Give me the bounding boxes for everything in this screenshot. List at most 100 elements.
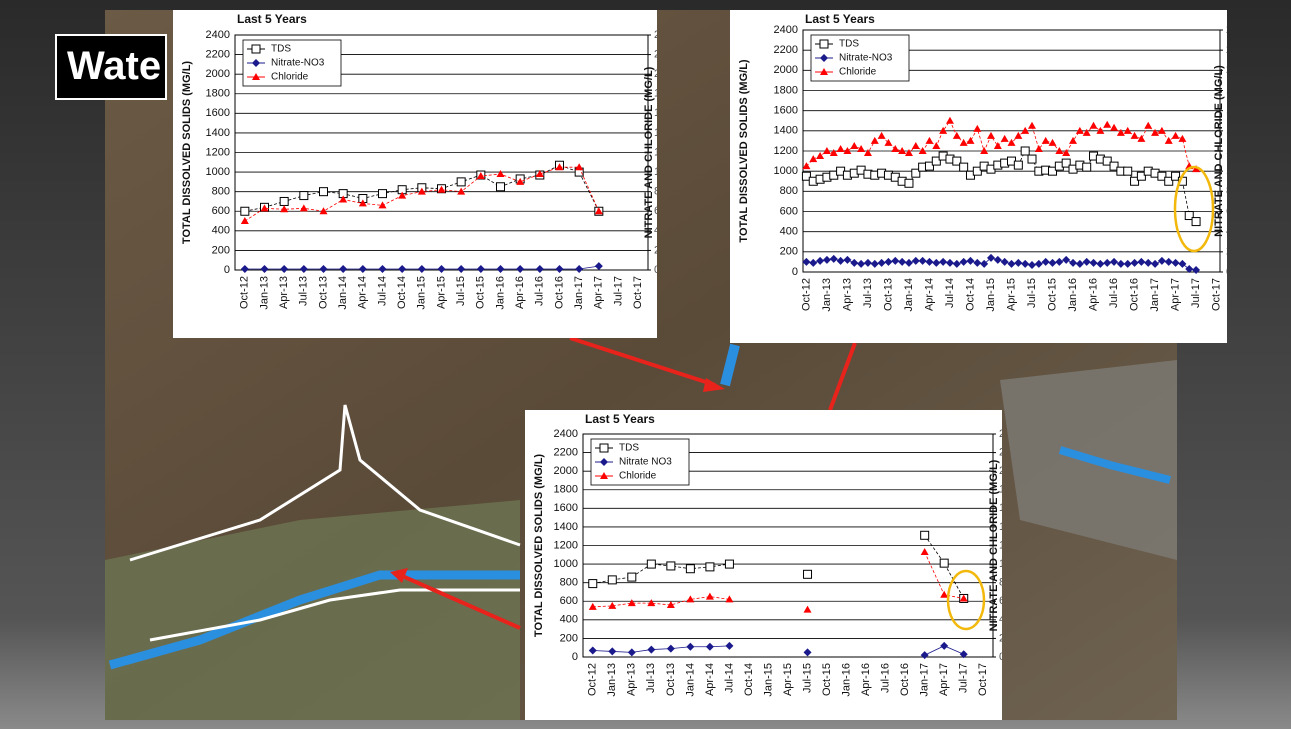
marker — [870, 136, 879, 144]
marker — [1103, 258, 1112, 267]
marker — [904, 149, 913, 157]
marker — [1061, 158, 1071, 168]
y-axis-label: TOTAL DISSOLVED SOLIDS (MG/L) — [181, 61, 193, 244]
river — [108, 570, 520, 670]
marker — [1103, 120, 1112, 128]
x-tick-label: Oct-16 — [553, 276, 565, 309]
legend-label: Chloride — [271, 72, 309, 83]
marker — [240, 217, 249, 225]
marker — [417, 265, 426, 274]
marker — [666, 600, 675, 608]
x-tick-label: Jul-13 — [645, 663, 657, 693]
marker — [877, 258, 886, 267]
y2-axis-label: NITRATE AND CHLORIDE (MG/L) — [643, 66, 655, 238]
marker — [836, 256, 845, 265]
marker — [850, 141, 859, 149]
x-tick-label: Jul-13 — [298, 276, 310, 306]
y-tick-label: 800 — [212, 186, 230, 198]
y2-tick-label: 20 — [654, 244, 657, 256]
marker — [1000, 257, 1009, 266]
x-tick-label: Jul-17 — [1190, 278, 1202, 308]
chart-title: Last 5 Years — [805, 12, 875, 26]
marker — [1178, 259, 1187, 268]
chart-panel: Last 5 Years 0 200 400 600 800 1000 1200 1400 160… — [173, 10, 672, 338]
marker — [939, 558, 949, 568]
marker — [1185, 264, 1194, 273]
marker — [516, 265, 525, 274]
y-tick-label: 1600 — [206, 107, 230, 119]
marker — [705, 562, 715, 572]
marker — [1082, 257, 1091, 266]
marker — [980, 147, 989, 154]
marker — [1089, 258, 1098, 267]
chart: Last 5 Years0200400600800100012001400160… — [181, 12, 672, 310]
marker — [535, 170, 544, 178]
marker — [911, 256, 920, 265]
marker — [809, 155, 818, 163]
marker — [358, 199, 367, 207]
marker — [1130, 176, 1140, 186]
y-tick-label: 0 — [572, 651, 578, 663]
y2-tick-label: 20 — [999, 632, 1002, 644]
marker — [647, 599, 656, 607]
x-tick-label: Apr-15 — [1005, 278, 1017, 311]
y-tick-label: 1600 — [554, 502, 578, 514]
plot-frame — [582, 433, 994, 658]
marker — [925, 136, 934, 144]
x-tick-label: Oct-16 — [899, 663, 911, 696]
x-tick-label: Oct-16 — [1128, 278, 1140, 311]
y-tick-label: 400 — [780, 226, 798, 238]
marker — [299, 265, 308, 274]
marker — [857, 144, 866, 152]
marker — [260, 265, 269, 274]
chart-title: Last 5 Years — [585, 412, 655, 426]
marker — [1075, 126, 1084, 134]
y-tick-label: 2000 — [206, 68, 230, 80]
marker — [1041, 136, 1050, 144]
marker — [705, 592, 714, 600]
marker — [802, 257, 811, 266]
arrow-head — [390, 568, 408, 583]
y2-tick-label: 180 — [1226, 84, 1227, 96]
marker — [959, 257, 968, 266]
arrow-head — [703, 378, 725, 392]
marker — [911, 168, 921, 178]
y-tick-label: 1800 — [774, 84, 798, 96]
x-tick-label: Jan-17 — [573, 276, 585, 310]
marker — [1171, 258, 1180, 267]
x-tick-label: Oct-12 — [800, 278, 812, 311]
y2-axis-label: NITRATE AND CHLORIDE (MG/L) — [988, 459, 1000, 631]
chart-panel: Last 5 Years 0 200 400 600 800 1000 1200 1400 160… — [730, 10, 1244, 343]
x-tick-label: Jul-14 — [376, 276, 388, 306]
marker — [240, 265, 249, 274]
marker — [945, 116, 954, 124]
marker — [1096, 126, 1105, 134]
marker — [1014, 131, 1023, 139]
marker — [456, 177, 466, 187]
marker — [1055, 257, 1064, 266]
chart-title: Last 5 Years — [237, 12, 307, 26]
x-tick-label: Oct-14 — [964, 278, 976, 311]
marker — [920, 651, 929, 660]
y-tick-label: 200 — [212, 244, 230, 256]
marker — [1007, 259, 1016, 268]
slide-title: Wate — [55, 34, 167, 100]
marker — [476, 172, 485, 179]
marker — [588, 602, 597, 610]
y-tick-label: 200 — [780, 246, 798, 258]
marker — [870, 259, 879, 268]
marker — [1082, 128, 1091, 136]
marker — [939, 126, 948, 134]
marker — [1171, 131, 1180, 139]
chart: Last 5 Years0200400600800100012001400160… — [533, 412, 1017, 696]
y2-tick-label: 240 — [1226, 24, 1227, 36]
river — [1058, 446, 1171, 484]
x-tick-label: Jul-13 — [862, 278, 874, 308]
marker — [1164, 176, 1174, 186]
marker — [822, 255, 831, 264]
chart-panel: Last 5 Years 0 200 400 600 800 1000 1200 1400 160… — [525, 410, 1017, 720]
marker — [1192, 165, 1201, 173]
y2-tick-label: 0 — [654, 264, 657, 276]
marker — [252, 59, 260, 67]
